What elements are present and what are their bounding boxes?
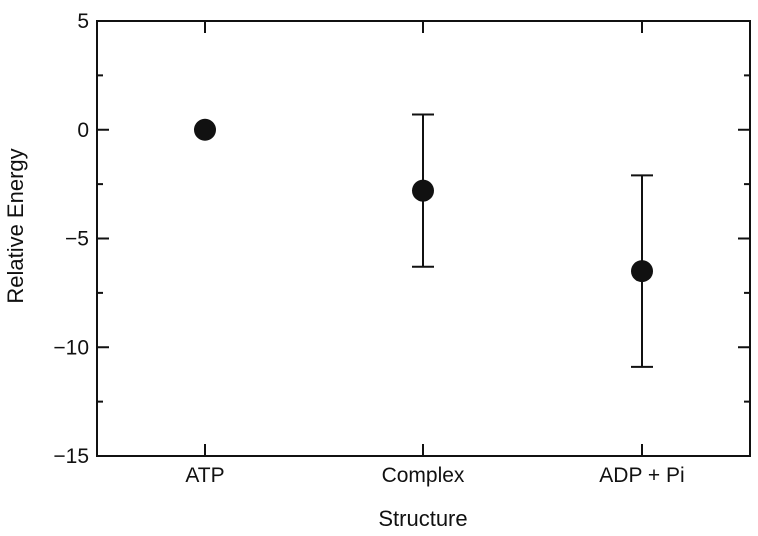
y-tick-label: −10: [53, 336, 89, 359]
ticks: [97, 20, 750, 457]
data-points: [194, 118, 653, 283]
y-tick-label: 5: [77, 10, 89, 33]
x-tick-label: ADP + Pi: [599, 464, 684, 487]
error-bars: [412, 113, 653, 368]
data-point: [412, 179, 434, 202]
y-axis-label: Relative Energy: [3, 148, 28, 303]
x-axis-label: Structure: [378, 506, 467, 531]
x-tick-labels: ATP Complex ADP + Pi: [185, 464, 684, 487]
y-tick-label: 0: [77, 119, 89, 142]
data-point: [194, 118, 216, 141]
y-tick-label: −5: [65, 228, 89, 251]
data-point: [631, 260, 653, 283]
y-tick-label: −15: [53, 445, 89, 468]
y-tick-labels: 5 0 −5 −10 −15: [53, 10, 89, 468]
x-tick-label: Complex: [382, 464, 465, 487]
x-tick-label: ATP: [185, 464, 224, 487]
